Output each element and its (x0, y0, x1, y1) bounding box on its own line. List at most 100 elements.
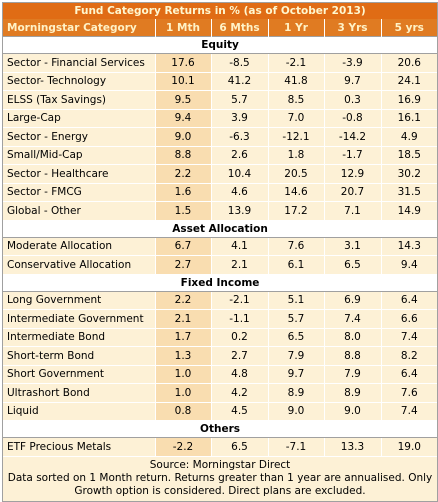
table-row: Global - Other 1.5 13.9 17.2 7.1 14.9 (3, 201, 438, 221)
cell-1-year: 9.0 (267, 402, 324, 421)
cell-5-years: 4.9 (380, 127, 438, 147)
cell-3-years: 9.7 (323, 72, 381, 91)
cell-1-month: 2.2 (154, 291, 211, 310)
cell-6-months: 13.9 (210, 201, 268, 221)
table-row: Sector - Energy 9.0 -6.3 -12.1 -14.2 4.9 (3, 127, 438, 147)
cell-5-years: 6.4 (380, 291, 438, 310)
cell-5-years: 16.9 (380, 90, 438, 110)
table-row: Moderate Allocation 6.7 4.1 7.6 3.1 14.3 (3, 237, 438, 256)
cell-6-months: 4.8 (210, 365, 268, 384)
cell-3-years: -0.8 (323, 109, 381, 128)
cell-1-month: 6.7 (154, 237, 211, 256)
section-header-row: Equity (3, 36, 438, 54)
cell-3-years: 13.3 (323, 437, 381, 457)
table-body: Fund Category Returns in % (as of Octobe… (3, 3, 438, 457)
cell-1-month: 2.2 (154, 164, 211, 184)
table-row: Intermediate Bond 1.7 0.2 6.5 8.0 7.4 (3, 328, 438, 347)
cell-5-years: 6.4 (380, 365, 438, 384)
table-row: Large-Cap 9.4 3.9 7.0 -0.8 16.1 (3, 109, 438, 128)
cell-category: Intermediate Government (3, 309, 155, 329)
cell-3-years: 7.1 (323, 201, 381, 221)
cell-1-month: -2.2 (154, 437, 211, 457)
cell-category: Sector - Financial Services (3, 53, 155, 73)
cell-3-years: 8.8 (323, 346, 381, 366)
cell-3-years: -3.9 (323, 53, 381, 73)
source-note: Source: Morningstar Direct (149, 458, 291, 471)
cell-1-month: 1.6 (154, 183, 211, 202)
cell-5-years: 7.4 (380, 328, 438, 347)
cell-category: Long Government (3, 291, 155, 310)
cell-3-years: 0.3 (323, 90, 381, 110)
table-title-row: Fund Category Returns in % (as of Octobe… (3, 3, 438, 19)
cell-6-months: 4.5 (210, 402, 268, 421)
table-row: Sector- Technology 10.1 41.2 41.8 9.7 24.1 (3, 72, 438, 91)
cell-1-month: 1.3 (154, 346, 211, 366)
cell-1-month: 2.7 (154, 255, 211, 275)
header-category: Morningstar Category (3, 19, 155, 37)
section-title: Fixed Income (3, 273, 438, 292)
section-header-row: Asset Allocation (3, 219, 438, 238)
cell-3-years: 12.9 (323, 164, 381, 184)
cell-3-years: 8.0 (323, 328, 381, 347)
cell-category: Short Government (3, 365, 155, 384)
table-title: Fund Category Returns in % (as of Octobe… (3, 3, 438, 19)
cell-1-year: 17.2 (267, 201, 324, 221)
cell-1-month: 10.1 (154, 72, 211, 91)
cell-5-years: 7.6 (380, 383, 438, 403)
cell-category: Sector - Healthcare (3, 164, 155, 184)
cell-1-year: 6.5 (267, 328, 324, 347)
cell-category: Sector - FMCG (3, 183, 155, 202)
cell-1-month: 9.5 (154, 90, 211, 110)
cell-1-month: 1.0 (154, 383, 211, 403)
cell-5-years: 16.1 (380, 109, 438, 128)
cell-category: Intermediate Bond (3, 328, 155, 347)
cell-1-month: 9.4 (154, 109, 211, 128)
cell-category: Ultrashort Bond (3, 383, 155, 403)
cell-3-years: 6.5 (323, 255, 381, 275)
cell-6-months: -2.1 (210, 291, 268, 310)
cell-1-month: 1.5 (154, 201, 211, 221)
cell-1-month: 1.0 (154, 365, 211, 384)
cell-6-months: 6.5 (210, 437, 268, 457)
cell-6-months: 2.1 (210, 255, 268, 275)
cell-3-years: 3.1 (323, 237, 381, 256)
cell-category: Moderate Allocation (3, 237, 155, 256)
cell-3-years: 7.9 (323, 365, 381, 384)
section-title: Equity (3, 36, 438, 54)
cell-5-years: 8.2 (380, 346, 438, 366)
section-header-row: Fixed Income (3, 273, 438, 292)
table-row: Sector - Healthcare 2.2 10.4 20.5 12.9 30.2 (3, 164, 438, 184)
cell-1-year: 7.6 (267, 237, 324, 256)
cell-category: Global - Other (3, 201, 155, 221)
cell-5-years: 24.1 (380, 72, 438, 91)
section-title: Asset Allocation (3, 219, 438, 238)
section-title: Others (3, 420, 438, 438)
cell-category: Short-term Bond (3, 346, 155, 366)
header-1-month: 1 Mth (154, 19, 211, 37)
cell-6-months: 5.7 (210, 90, 268, 110)
cell-category: Sector- Technology (3, 72, 155, 91)
cell-6-months: 2.7 (210, 346, 268, 366)
cell-3-years: 6.9 (323, 291, 381, 310)
table-row: ELSS (Tax Savings) 9.5 5.7 8.5 0.3 16.9 (3, 90, 438, 110)
cell-1-year: 14.6 (267, 183, 324, 202)
cell-1-month: 9.0 (154, 127, 211, 147)
section-header-row: Others (3, 420, 438, 438)
cell-3-years: -14.2 (323, 127, 381, 147)
cell-1-year: -7.1 (267, 437, 324, 457)
cell-category: ELSS (Tax Savings) (3, 90, 155, 110)
table-row: Liquid 0.8 4.5 9.0 9.0 7.4 (3, 402, 438, 421)
cell-1-year: 6.1 (267, 255, 324, 275)
header-3-years: 3 Yrs (323, 19, 381, 37)
cell-1-year: 7.0 (267, 109, 324, 128)
cell-category: Sector - Energy (3, 127, 155, 147)
cell-3-years: 9.0 (323, 402, 381, 421)
cell-category: ETF Precious Metals (3, 437, 155, 457)
table-row: Short-term Bond 1.3 2.7 7.9 8.8 8.2 (3, 346, 438, 366)
cell-1-month: 0.8 (154, 402, 211, 421)
table-row: Ultrashort Bond 1.0 4.2 8.9 8.9 7.6 (3, 383, 438, 403)
table-row: Sector - Financial Services 17.6 -8.5 -2.1-… (3, 53, 438, 73)
cell-1-year: -12.1 (267, 127, 324, 147)
cell-1-year: 5.7 (267, 309, 324, 329)
